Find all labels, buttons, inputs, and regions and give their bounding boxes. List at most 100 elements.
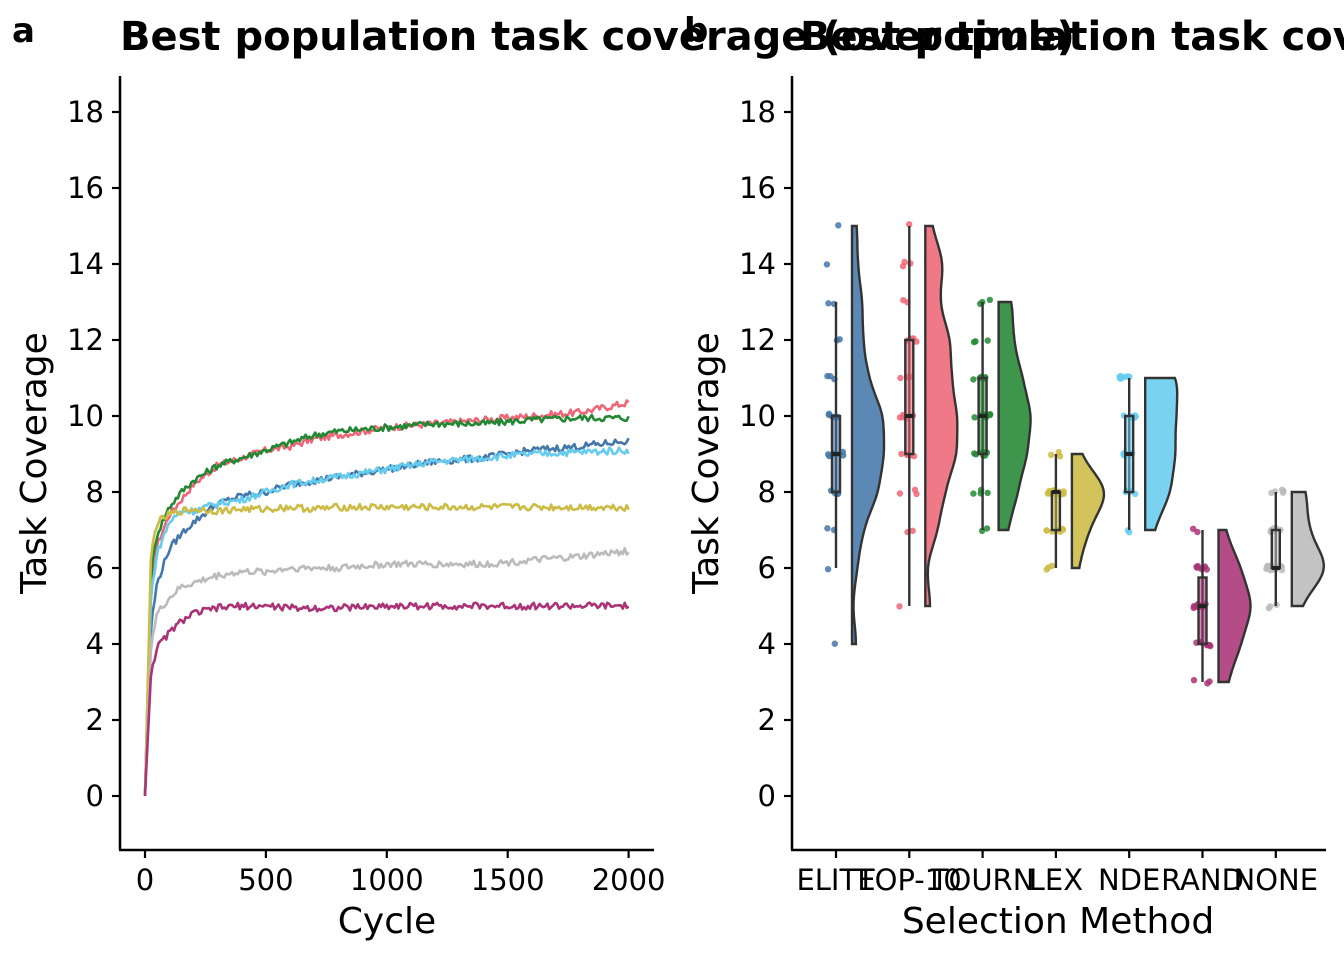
- panel-a-xtick-label: 2000: [592, 863, 666, 897]
- panel-a-ytick-label: 14: [67, 247, 104, 281]
- point-tourn: [970, 376, 977, 383]
- point-none: [1265, 563, 1272, 570]
- point-elite: [824, 525, 831, 532]
- panel-a-title: Best population task coverage (over time…: [120, 14, 1075, 60]
- point-top-10: [906, 221, 913, 228]
- panel-a-ytick-label: 8: [86, 475, 104, 509]
- point-top-10: [901, 258, 908, 266]
- point-top-10: [896, 490, 904, 497]
- series-line-tourn: [143, 413, 630, 797]
- panel-b-xtick-label: TOP-10: [856, 863, 962, 897]
- panel-b-ytick-label: 8: [758, 475, 776, 509]
- panel-b-ytick-label: 10: [739, 399, 776, 433]
- panel-a-ytick-label: 0: [86, 779, 104, 813]
- point-nde: [1118, 374, 1126, 381]
- panel-b-title: Best population task coverage: [800, 14, 1344, 60]
- panel-a-xtick-label: 1000: [350, 863, 424, 897]
- panel-a-ytick-label: 2: [86, 703, 104, 737]
- point-rand: [1193, 563, 1200, 570]
- point-lex: [1048, 451, 1055, 458]
- point-tourn: [986, 296, 994, 304]
- point-lex: [1048, 562, 1056, 569]
- group-tourn: [970, 296, 1032, 535]
- panel-a-xtick-label: 1500: [471, 863, 545, 897]
- point-tourn: [970, 338, 978, 346]
- series-line-nde: [143, 446, 630, 797]
- panel-a-xlabel: Cycle: [338, 901, 436, 942]
- point-rand: [1206, 678, 1213, 685]
- violin-elite: [850, 224, 886, 646]
- point-tourn: [986, 411, 994, 419]
- panel-b-xtick-label: NDE: [1098, 863, 1160, 897]
- group-elite: [823, 222, 886, 647]
- point-top-10: [911, 486, 919, 493]
- point-top-10: [897, 374, 904, 382]
- violin-nde: [1144, 376, 1179, 532]
- panel-b-ylabel: Task Coverage: [686, 332, 727, 595]
- series-line-rand: [143, 601, 630, 797]
- group-nde: [1116, 372, 1179, 536]
- panel-b-xtick-label: ELITE: [796, 863, 875, 897]
- panel-b-xtick-label: LEX: [1029, 863, 1083, 897]
- violin-rand: [1217, 528, 1252, 684]
- violin-top-10: [924, 224, 959, 608]
- panel-a-ytick-label: 6: [86, 551, 104, 585]
- point-tourn: [971, 450, 978, 457]
- point-elite: [824, 566, 832, 573]
- violin-lex: [1070, 452, 1106, 570]
- group-rand: [1189, 525, 1252, 687]
- point-elite: [835, 222, 842, 229]
- point-top-10: [913, 338, 920, 345]
- point-top-10: [909, 527, 916, 534]
- panel-b-xtick-label: NONE: [1234, 863, 1319, 897]
- panel-b-ytick-label: 12: [739, 323, 776, 357]
- panel-b-ytick-label: 14: [739, 247, 776, 281]
- panel-b-xtick-label: RAND: [1161, 863, 1244, 897]
- series-line-elite: [143, 437, 630, 797]
- point-none: [1267, 603, 1274, 610]
- panel-a-ylabel: Task Coverage: [14, 332, 55, 595]
- panel-a-xtick-label: 500: [238, 863, 293, 897]
- point-elite: [825, 451, 832, 458]
- panel-letter-a: a: [12, 11, 35, 51]
- box-rand: [1197, 576, 1208, 646]
- point-rand: [1190, 677, 1198, 684]
- point-tourn: [970, 490, 977, 497]
- group-top-10: [896, 221, 959, 610]
- point-elite: [836, 336, 843, 343]
- group-none: [1263, 486, 1326, 612]
- group-lex: [1043, 449, 1106, 573]
- panel-b-ytick-label: 4: [758, 627, 776, 661]
- point-lex: [1056, 453, 1064, 460]
- point-rand: [1190, 602, 1198, 610]
- panel-a-ytick-label: 10: [67, 399, 104, 433]
- panel-a-ytick-label: 4: [86, 627, 104, 661]
- panel-a-ytick-label: 16: [67, 171, 104, 205]
- series-line-lex: [143, 502, 630, 797]
- panel-b-ytick-label: 16: [739, 171, 776, 205]
- box-none: [1270, 528, 1282, 570]
- point-none: [1278, 486, 1286, 493]
- panel-b-ytick-label: 2: [758, 703, 776, 737]
- point-lex: [1043, 527, 1050, 534]
- panel-b-ytick-label: 0: [758, 779, 776, 813]
- panel-b-xlabel: Selection Method: [902, 901, 1214, 942]
- point-top-10: [898, 450, 905, 458]
- point-tourn: [983, 525, 991, 532]
- box-lex: [1050, 490, 1062, 532]
- panel-a-ytick-label: 12: [67, 323, 104, 357]
- panel-b-xtick-label: TOURN: [930, 863, 1035, 897]
- point-top-10: [896, 603, 903, 610]
- point-elite: [831, 640, 838, 647]
- panel-a-ytick-label: 18: [67, 95, 104, 129]
- series-line-none: [143, 546, 630, 797]
- point-tourn: [984, 337, 991, 344]
- point-elite: [840, 452, 847, 459]
- series-line-top-10: [143, 399, 630, 797]
- point-elite: [823, 261, 831, 268]
- panel-b-ytick-label: 6: [758, 551, 776, 585]
- violin-none: [1290, 490, 1326, 608]
- box-top-10: [904, 338, 915, 456]
- panel-b-ytick-label: 18: [739, 95, 776, 129]
